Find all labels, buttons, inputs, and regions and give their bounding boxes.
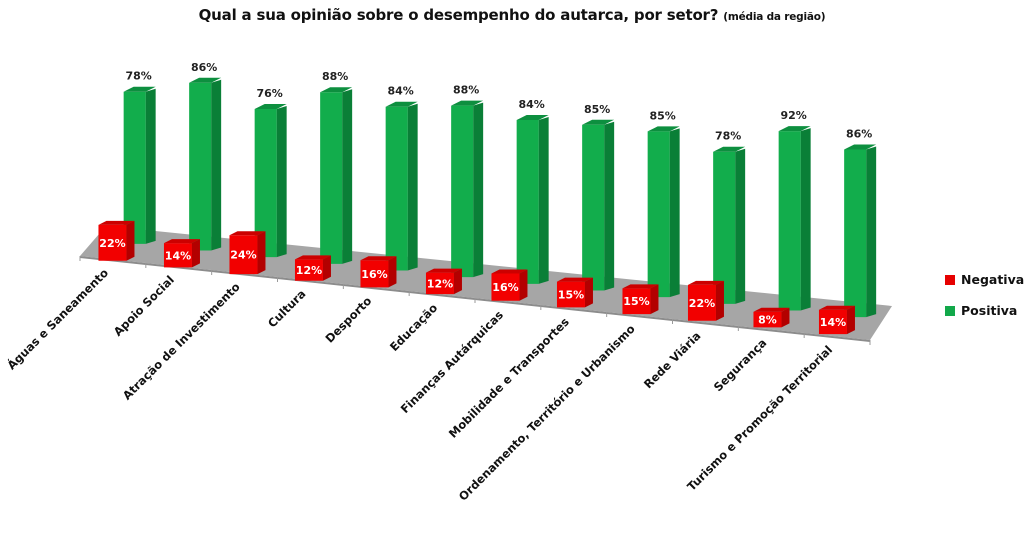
bar-positiva: 76% [254,87,287,258]
value-label-negativa: 14% [820,316,846,329]
value-label-negativa: 22% [689,297,715,310]
category-label: Turismo e Promoção Territorial [684,343,835,494]
category-label: Atração de Investimento [120,280,243,403]
bar-negativa: 22% [98,220,135,261]
bar-positiva: 86% [189,61,222,251]
bar-positiva: 86% [844,127,877,318]
category-label: Segurança [711,336,769,394]
legend-item-positiva: Positiva [945,303,1024,318]
chart-title-main: Qual a sua opinião sobre o desempenho do… [198,6,719,24]
value-label-positiva: 86% [846,127,872,140]
x-axis-ticks [79,256,871,345]
value-label-positiva: 85% [584,103,610,116]
bar-positiva: 92% [778,109,811,311]
category-label: Cultura [265,287,309,331]
category-label: Mobilidade e Transportes [446,315,572,441]
value-label-positiva: 86% [191,61,217,74]
value-label-positiva: 88% [322,70,348,83]
bar-positiva: 88% [320,70,353,264]
bar-positiva: 78% [713,130,746,304]
bar-positiva: 84% [385,85,418,271]
value-label-positiva: 84% [387,85,413,98]
legend-item-negativa: Negativa [945,272,1024,287]
bar-negativa: 15% [622,284,659,315]
bar-negativa: 15% [556,277,593,308]
legend-swatch-positiva [945,305,955,316]
bar-negativa: 14% [163,239,200,268]
value-label-negativa: 8% [758,314,777,327]
chart-title: Qual a sua opinião sobre o desempenho do… [0,6,1024,24]
value-label-negativa: 14% [165,249,191,262]
value-label-negativa: 15% [558,289,584,302]
bar-negativa: 12% [425,268,462,295]
value-label-negativa: 16% [361,268,387,281]
category-label: Rede Viária [641,329,704,392]
value-label-negativa: 24% [230,249,256,262]
category-label: Águas e Saneamento [4,265,111,372]
bar-positiva: 85% [582,103,615,291]
bar-negativa: 16% [491,269,528,301]
value-label-negativa: 12% [427,277,453,290]
value-label-positiva: 84% [518,98,544,111]
value-label-negativa: 15% [623,295,649,308]
chart-subtitle: (média da região) [723,11,826,23]
value-label-negativa: 12% [296,264,322,277]
value-label-negativa: 16% [492,281,518,294]
bar-positiva: 78% [123,70,156,244]
value-label-positiva: 85% [649,109,675,122]
bar-positiva: 85% [647,109,680,298]
category-label: Educação [387,301,440,354]
bar-negativa: 22% [687,280,724,321]
series-negativa: 22% 14% 24% 12% 16% 12% 16% 15% 15% 22% 8% 14% [98,220,855,335]
category-label: Desporto [322,294,374,346]
legend-label-negativa: Negativa [961,272,1024,287]
bar-negativa: 24% [229,231,266,275]
bar-negativa: 12% [294,255,331,281]
chart-legend: Negativa Positiva [945,272,1024,334]
bar-positiva: 88% [451,84,484,278]
value-label-negativa: 22% [99,237,125,250]
category-label: Apoio Social [111,273,177,339]
bar-negativa: 8% [753,307,790,328]
bar-positiva: 84% [516,98,549,284]
value-label-positiva: 76% [256,87,282,100]
legend-swatch-negativa [945,274,955,285]
bar-negativa: 14% [818,305,855,335]
value-label-positiva: 88% [453,84,479,97]
value-label-positiva: 78% [125,70,151,83]
bar-negativa: 16% [360,256,397,288]
value-label-positiva: 92% [780,109,806,122]
legend-label-positiva: Positiva [961,303,1018,318]
value-label-positiva: 78% [715,130,741,143]
series-positiva: 78% 86% 76% 88% 84% 88% 84% 85% 85% 78% 92% 86% [123,61,877,318]
